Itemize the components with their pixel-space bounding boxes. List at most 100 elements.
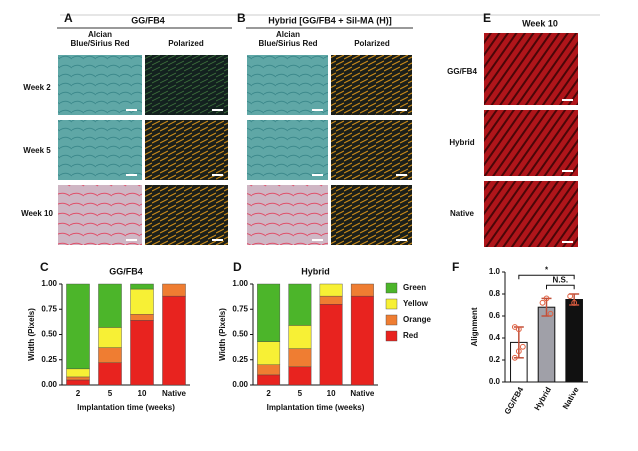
row-label: Week 2 [23, 83, 51, 92]
panel-title: GG/FB4 [131, 15, 165, 25]
y-tick-label: 0.8 [489, 289, 501, 298]
legend-swatch [385, 314, 398, 326]
y-tick-label: 0.00 [232, 380, 248, 389]
row-label: Week 5 [23, 146, 51, 155]
significance-bracket [518, 274, 575, 280]
x-tick-label: GG/FB4 [503, 385, 526, 416]
y-axis-label: Width (Pixels) [27, 308, 36, 361]
bar-segment [130, 288, 154, 315]
bar-segment [288, 366, 312, 386]
legend-label: Green [403, 283, 426, 292]
bar-segment [257, 364, 281, 376]
column-header: Blue/Sirius Red [258, 39, 317, 48]
bar-segment [98, 283, 122, 328]
panel-letter: B [237, 11, 246, 25]
panel-letter: F [452, 260, 459, 274]
x-tick-label: 2 [266, 389, 271, 398]
bar-segment [98, 327, 122, 348]
micrograph [145, 55, 228, 115]
x-tick-label: Native [350, 389, 375, 398]
x-axis-label: Implantation time (weeks) [267, 403, 365, 412]
micrograph [58, 185, 142, 245]
bar-segment [350, 283, 374, 297]
micrograph [331, 185, 412, 245]
micrograph [58, 55, 142, 115]
row-label: Week 10 [21, 209, 53, 218]
data-point [519, 343, 526, 350]
bar-segment [350, 295, 374, 386]
y-tick-label: 0.25 [41, 355, 57, 364]
micrograph [247, 55, 328, 115]
micrograph [484, 33, 578, 105]
bar-segment [130, 320, 154, 386]
column-header: Alcian [276, 30, 300, 39]
bar-segment [288, 348, 312, 368]
column-header: Alcian [88, 30, 112, 39]
bar-segment [257, 341, 281, 366]
data-point [543, 295, 550, 302]
micrograph [145, 120, 228, 180]
panel-title: Week 10 [522, 18, 558, 28]
bar-segment [98, 362, 122, 386]
micrographs [58, 33, 578, 247]
data-point [567, 293, 574, 300]
x-tick-label: Hybrid [533, 385, 554, 412]
bar-segment [319, 283, 343, 297]
bar-segment [66, 376, 90, 381]
bar-segment [162, 283, 186, 297]
panel-letter: D [233, 260, 242, 274]
bar-segment [319, 304, 343, 386]
legend-label: Orange [403, 315, 432, 324]
bar [537, 306, 556, 383]
micrograph [484, 110, 578, 176]
bar-segment [257, 283, 281, 342]
row-label: GG/FB4 [447, 67, 477, 76]
micrograph [58, 120, 142, 180]
column-header: Polarized [354, 39, 390, 48]
y-axis-label: Alignment [470, 307, 479, 346]
micrograph [247, 185, 328, 245]
chart-title: Hybrid [301, 266, 330, 276]
y-tick-label: 1.00 [41, 279, 57, 288]
row-label: Hybrid [449, 138, 474, 147]
legend-swatch [385, 330, 398, 342]
column-header: Polarized [168, 39, 204, 48]
micrograph [331, 55, 412, 115]
legend-swatch [385, 282, 398, 294]
x-axis-label: Implantation time (weeks) [77, 403, 175, 412]
legend-swatch [385, 298, 398, 310]
y-tick-label: 0.4 [489, 333, 501, 342]
x-tick-label: 10 [138, 389, 147, 398]
bar-segment [66, 379, 90, 386]
x-tick-label: Native [561, 385, 581, 411]
bar-segment [257, 374, 281, 386]
bar-segment [130, 314, 154, 321]
y-tick-label: 1.00 [232, 279, 248, 288]
y-tick-label: 1.0 [489, 267, 501, 276]
panel-letter: A [64, 11, 73, 25]
data-point [515, 326, 522, 333]
data-point [571, 299, 578, 306]
bar-segment [66, 368, 90, 378]
chart-title: GG/FB4 [109, 266, 143, 276]
y-tick-label: 0.50 [232, 330, 248, 339]
x-tick-label: 10 [327, 389, 336, 398]
y-tick-label: 0.6 [489, 311, 501, 320]
x-tick-label: Native [162, 389, 187, 398]
bar-segment [162, 295, 186, 386]
bar-segment [288, 325, 312, 349]
bar-segment [130, 283, 154, 290]
micrograph [247, 120, 328, 180]
legend-label: Red [403, 331, 418, 340]
y-tick-label: 0.00 [41, 380, 57, 389]
data-point [511, 354, 518, 361]
bar [565, 299, 583, 383]
data-point [515, 348, 522, 355]
row-label: Native [450, 209, 475, 218]
micrograph [331, 120, 412, 180]
x-tick-label: 5 [108, 389, 113, 398]
x-tick-label: 5 [298, 389, 303, 398]
y-tick-label: 0.75 [41, 304, 57, 313]
significance-bracket [546, 284, 575, 290]
